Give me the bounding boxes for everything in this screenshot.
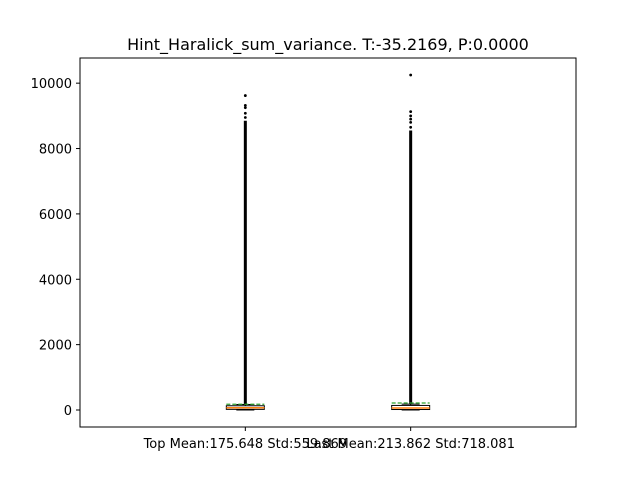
chart-title: Hint_Haralick_sum_variance. T:-35.2169, …	[127, 35, 529, 55]
x-tick-label: Top Mean:175.648 Std:559.869	[143, 437, 348, 452]
outlier-point	[409, 114, 413, 118]
y-tick-label: 6000	[39, 208, 72, 223]
y-tick-label: 10000	[31, 77, 72, 92]
y-tick-label: 4000	[39, 273, 72, 288]
outlier-point	[243, 103, 247, 107]
outlier-point	[409, 110, 413, 114]
plot-area: 0 2000 4000 6000 8000 10000 Top Mean:175.648 S…	[31, 73, 515, 452]
plot-frame	[79, 57, 577, 428]
outlier-point	[409, 73, 413, 77]
x-tick-label: Last Mean:213.862 Std:718.081	[306, 437, 515, 452]
outlier-point	[409, 125, 413, 129]
y-tick-label: 0	[64, 404, 72, 419]
outlier-point	[243, 106, 247, 110]
outlier-point	[243, 116, 247, 119]
y-tick-label: 2000	[39, 339, 72, 354]
outlier-point	[243, 94, 247, 97]
outlier-point	[409, 117, 413, 121]
outlier-point	[243, 111, 247, 115]
outlier-point	[409, 120, 413, 124]
y-tick-label: 8000	[39, 143, 72, 158]
